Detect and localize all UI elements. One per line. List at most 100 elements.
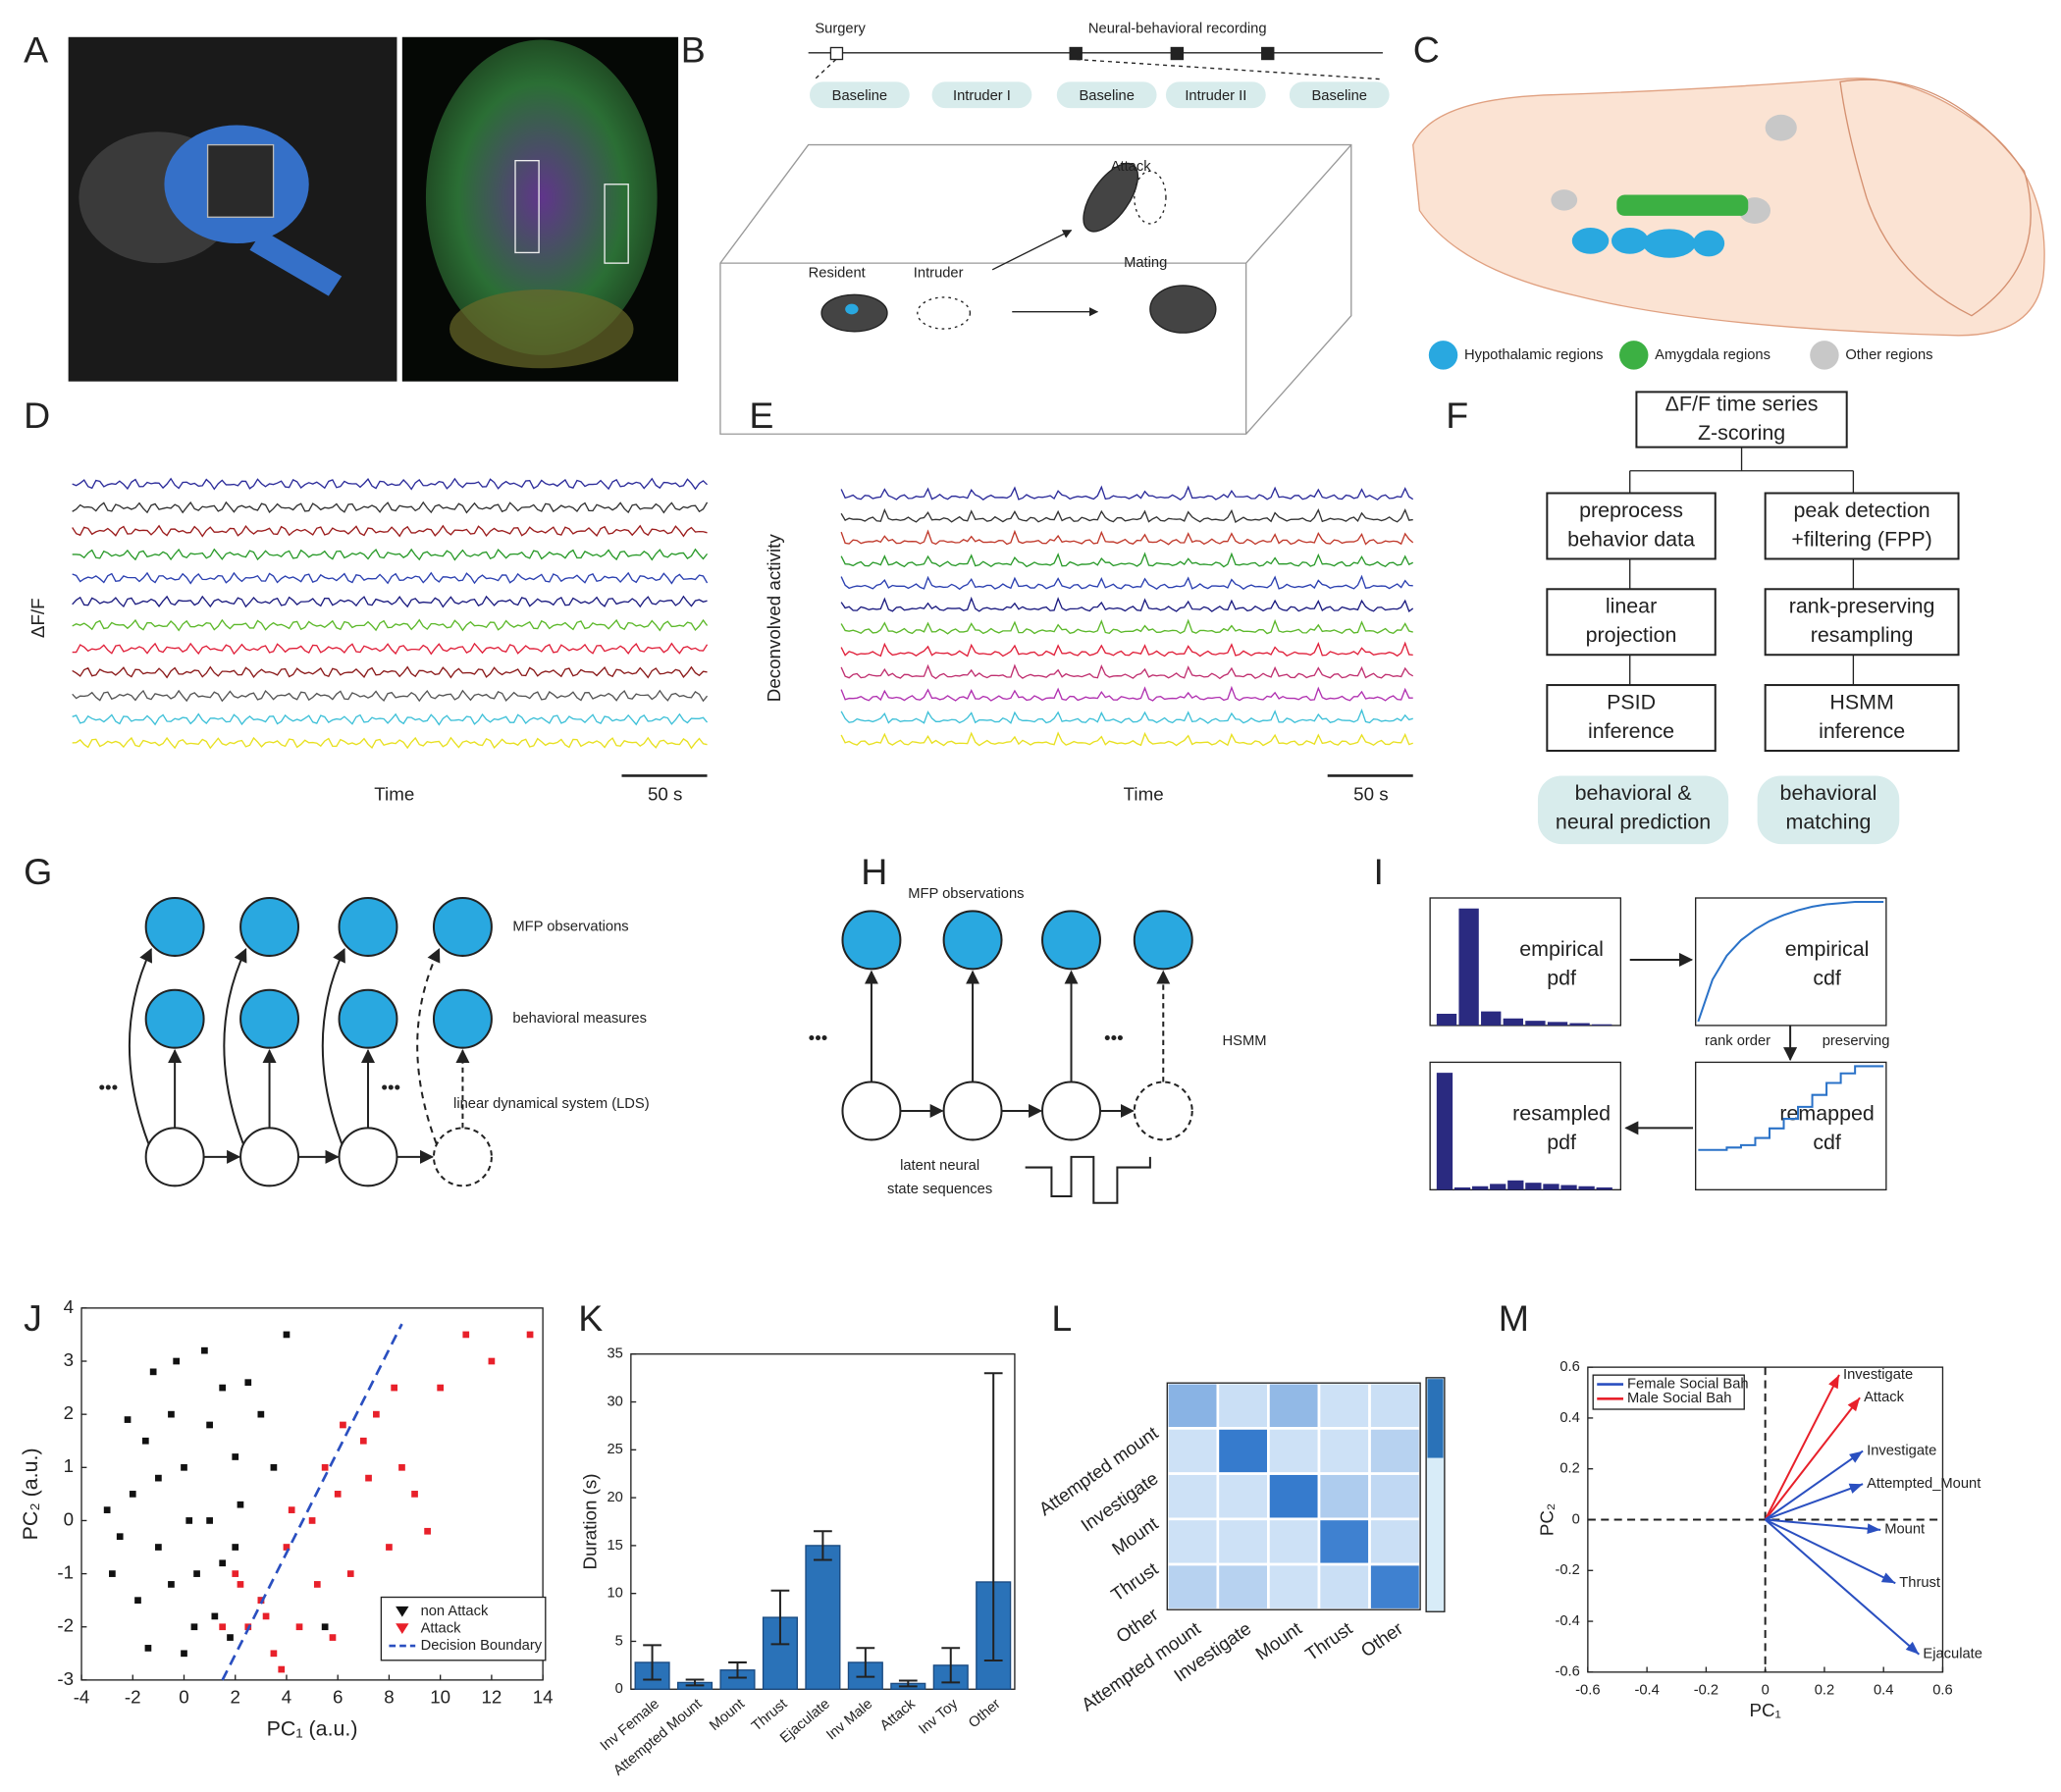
panel-letter: A (24, 29, 48, 71)
state-wave (1025, 1155, 1151, 1204)
flow-box (1764, 684, 1960, 753)
hist-bar (1547, 1022, 1568, 1026)
cell (1216, 1562, 1270, 1611)
y-tick-label: -2 (57, 1615, 74, 1636)
point (334, 1491, 342, 1498)
x-tick-label: -0.2 (1694, 1682, 1718, 1698)
label: Hypothalamic regions (1464, 347, 1604, 363)
label: Intruder I (953, 88, 1011, 104)
cell (1165, 1427, 1220, 1475)
label: HSMM (1223, 1033, 1267, 1049)
cell (1368, 1427, 1422, 1475)
label: Resident (809, 266, 866, 282)
trace (72, 665, 708, 679)
panel-letter: C (1413, 29, 1440, 71)
flow-connectors (1629, 447, 1855, 687)
point (190, 1623, 198, 1631)
x-tick-label: -0.4 (1634, 1682, 1659, 1698)
cell (1317, 1517, 1371, 1566)
x-tick-label: Attack (877, 1696, 919, 1734)
brain-sagittal (1412, 78, 2045, 337)
label: Intruder II (1185, 88, 1246, 104)
model-node (841, 910, 902, 971)
col-label: Mount (1251, 1617, 1305, 1664)
y-tick-label: 2 (64, 1402, 74, 1423)
label: Mating (1124, 255, 1167, 271)
point (308, 1517, 316, 1524)
y-tick-label: 0.6 (1559, 1359, 1579, 1375)
label: preprocess (1579, 499, 1683, 522)
hist-bar (1560, 1185, 1577, 1190)
bar (762, 1616, 798, 1690)
x-tick-label: -4 (74, 1687, 90, 1708)
label: MFP observations (908, 886, 1024, 902)
model-node (144, 988, 205, 1049)
x-tick-label: 4 (282, 1687, 291, 1708)
arrow-head (1828, 1374, 1839, 1390)
panel-letter: D (24, 395, 50, 436)
hist-bar (1578, 1186, 1595, 1190)
y-tick-label: -0.2 (1555, 1562, 1579, 1578)
point (129, 1491, 136, 1498)
trace (840, 685, 1413, 702)
cell (1368, 1562, 1422, 1611)
x-tick-label: 6 (333, 1687, 343, 1708)
trace (840, 731, 1413, 747)
cell (1216, 1472, 1270, 1521)
point (365, 1474, 372, 1482)
x-tick-label: 8 (384, 1687, 394, 1708)
trace (72, 595, 708, 608)
label: inference (1819, 719, 1905, 743)
photo-panel (68, 36, 679, 382)
hist-bar (1458, 908, 1479, 1026)
arrow-head (1880, 1572, 1896, 1584)
label: Female Social Bah (1627, 1376, 1749, 1392)
label: Male Social Bah (1627, 1391, 1731, 1406)
trace (72, 548, 709, 561)
label: linear dynamical system (LDS) (453, 1096, 650, 1112)
label: PC₂ (a.u.) (19, 1448, 42, 1540)
label: ••• (1104, 1027, 1124, 1047)
label: resampling (1811, 623, 1914, 647)
x-tick-label: Inv Toy (916, 1696, 961, 1737)
point (219, 1559, 227, 1567)
model-node (239, 988, 300, 1049)
label: resampled (1512, 1102, 1611, 1126)
row-label: Mount (1108, 1512, 1162, 1559)
plot-box (1429, 897, 1622, 1027)
label: inference (1588, 719, 1674, 743)
y-tick-label: -0.4 (1555, 1613, 1579, 1629)
point (173, 1357, 181, 1365)
label: matching (1786, 810, 1872, 833)
label: MFP observations (512, 919, 628, 934)
trace (72, 736, 708, 750)
model-node (432, 897, 493, 957)
point (244, 1379, 252, 1387)
phase-pill (1289, 81, 1390, 109)
y-tick-label: -0.6 (1555, 1664, 1579, 1680)
hist-bar (1525, 1021, 1546, 1026)
error-bar (941, 1647, 961, 1684)
y-tick-label: 1 (64, 1455, 74, 1476)
label: Attack (1111, 159, 1152, 175)
output-pill (1537, 775, 1729, 845)
plot-frame (80, 1307, 544, 1681)
model-node (1133, 910, 1193, 971)
label: PC₁ (1749, 1700, 1780, 1720)
arrow-head (1847, 1397, 1861, 1412)
model-node (432, 1127, 493, 1187)
arrow-head (1848, 1483, 1864, 1494)
trace (72, 524, 708, 538)
label: ••• (98, 1077, 118, 1097)
point (321, 1623, 329, 1631)
y-tick-label: 35 (607, 1346, 622, 1362)
flow-box (1635, 391, 1848, 448)
legend-label: Attack (421, 1621, 462, 1637)
cell (1165, 1517, 1220, 1566)
point (155, 1474, 162, 1482)
hist-bar (1503, 1018, 1523, 1026)
vector (1764, 1518, 1921, 1656)
error-bar (643, 1644, 661, 1681)
vector (1765, 1518, 1896, 1585)
y-tick-label: -3 (57, 1668, 74, 1689)
